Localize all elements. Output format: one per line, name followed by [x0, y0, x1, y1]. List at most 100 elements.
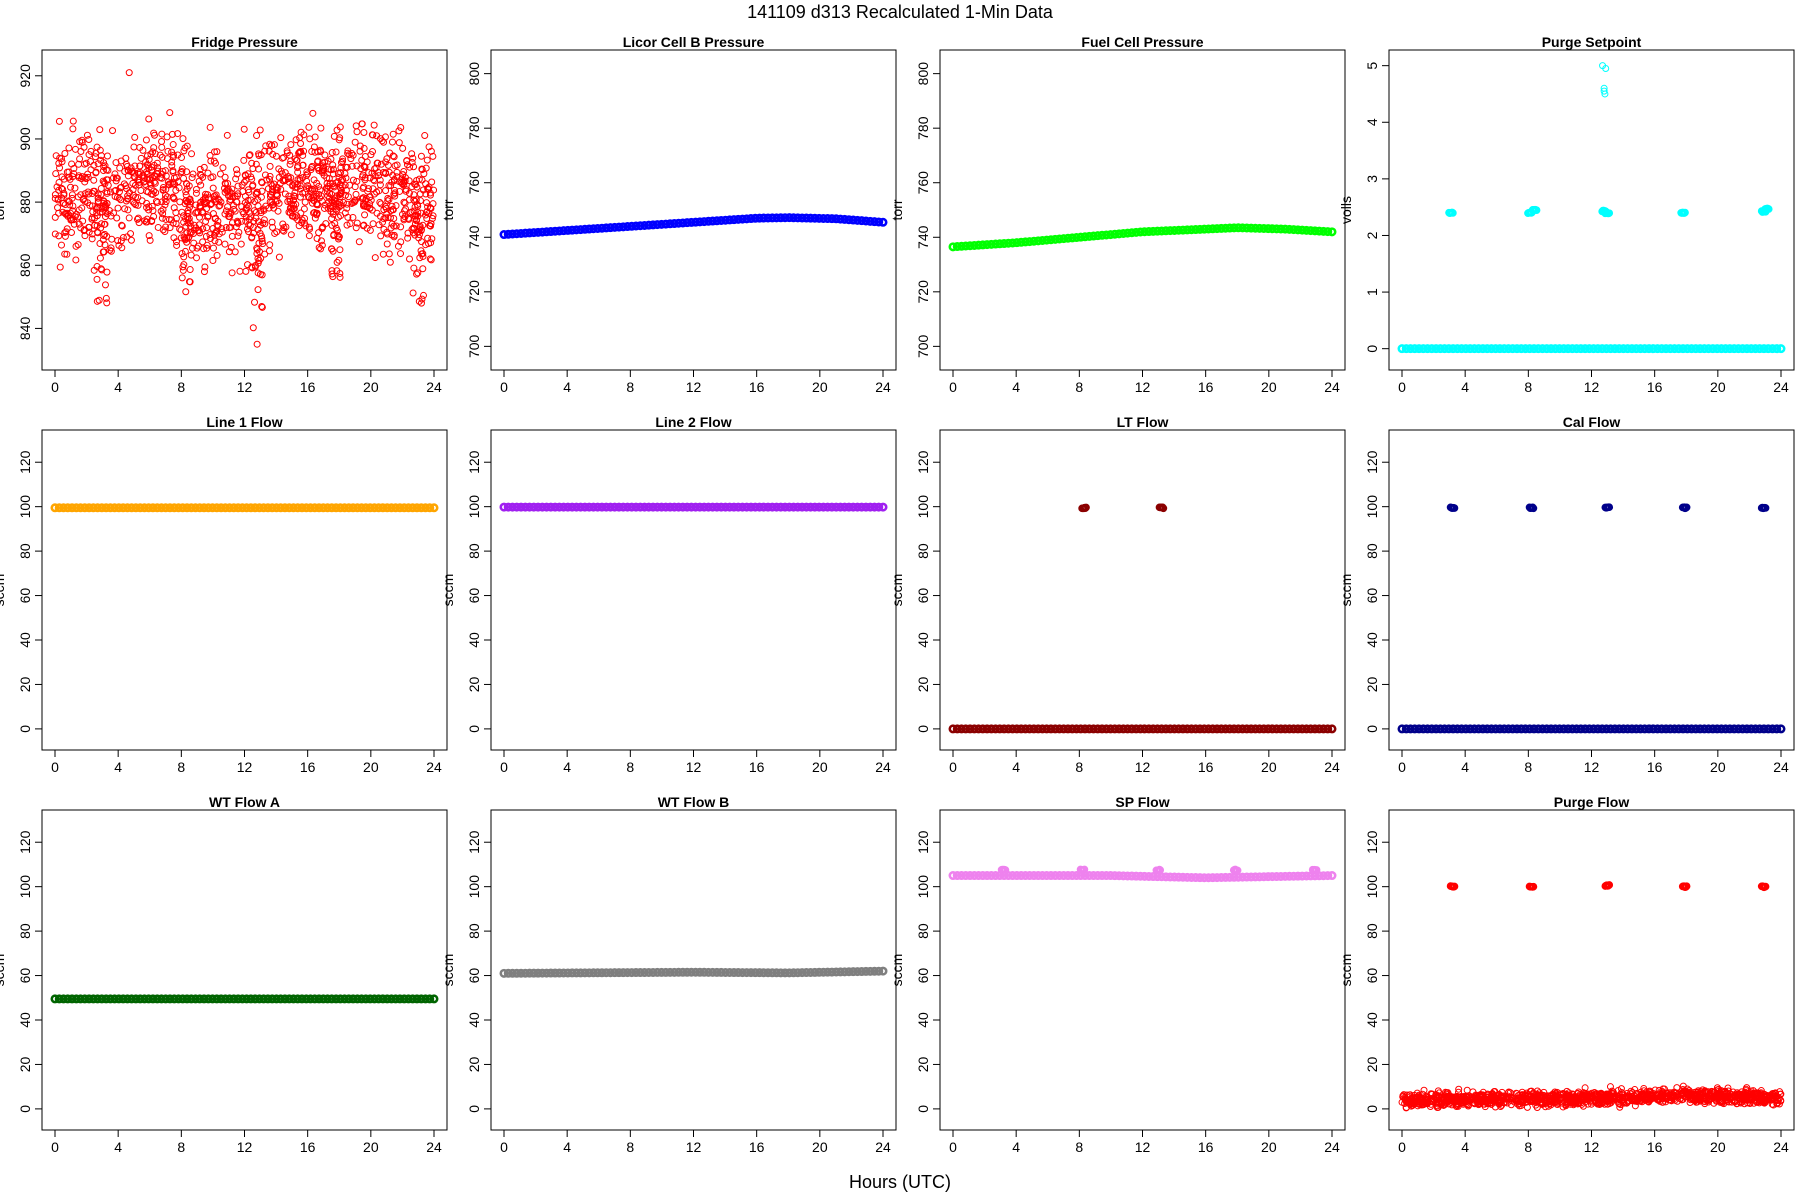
data-point: [1297, 225, 1307, 235]
data-point: [334, 231, 342, 239]
data-point: [320, 204, 328, 212]
data-point: [162, 215, 170, 223]
data-point: [78, 136, 86, 144]
data-point: [1435, 724, 1445, 734]
data-point: [1033, 871, 1043, 881]
data-point: [1742, 344, 1752, 354]
data-point: [118, 503, 128, 513]
data-point: [1050, 724, 1060, 734]
data-point: [127, 994, 137, 1004]
y-tick-label: 60: [915, 588, 931, 604]
data-point: [1461, 344, 1471, 354]
data-point: [344, 503, 354, 513]
data-point: [1482, 724, 1492, 734]
data-point: [835, 214, 845, 224]
data-point: [301, 994, 311, 1004]
data-point: [207, 157, 215, 165]
data-point: [1216, 724, 1226, 734]
y-tick-label: 780: [915, 116, 931, 140]
data-point: [1423, 344, 1433, 354]
data-point: [861, 502, 871, 512]
data-point: [1097, 871, 1107, 881]
data-point: [310, 209, 318, 217]
data-point: [242, 267, 250, 275]
data-point: [286, 195, 294, 203]
data-point: [1772, 344, 1782, 354]
data-point: [84, 173, 92, 181]
data-point: [162, 198, 170, 206]
data-point: [593, 223, 603, 233]
data-point: [403, 503, 413, 513]
data-point: [182, 197, 190, 205]
data-point: [329, 170, 337, 178]
data-point: [1569, 1090, 1577, 1098]
data-point: [533, 227, 543, 237]
data-point: [108, 235, 116, 243]
data-point: [78, 204, 86, 212]
data-point: [188, 174, 196, 182]
data-point: [1495, 344, 1505, 354]
data-point: [1516, 724, 1526, 734]
data-point: [1721, 1088, 1729, 1096]
data-point: [1054, 234, 1064, 244]
data-point: [150, 129, 158, 137]
data-point: [102, 294, 110, 302]
data-point: [176, 198, 184, 206]
data-point: [351, 138, 359, 146]
data-point: [233, 198, 241, 206]
data-point: [293, 994, 303, 1004]
data-point: [280, 224, 288, 232]
data-point: [371, 254, 379, 262]
data-point: [1016, 724, 1026, 734]
data-point: [170, 234, 178, 242]
data-point: [1250, 724, 1260, 734]
x-tick-label: 16: [1198, 379, 1214, 395]
data-point: [1323, 227, 1333, 237]
data-point: [806, 967, 816, 977]
data-point: [116, 164, 124, 172]
data-point: [978, 724, 988, 734]
data-point: [61, 229, 69, 237]
data-point: [1437, 1098, 1445, 1106]
data-point: [584, 224, 594, 234]
data-point: [258, 235, 266, 243]
data-point: [1661, 344, 1671, 354]
data-point: [571, 502, 581, 512]
data-point: [1046, 724, 1056, 734]
data-point: [331, 503, 341, 513]
data-point: [202, 205, 210, 213]
y-tick-label: 80: [915, 543, 931, 559]
data-point: [1114, 871, 1124, 881]
data-point: [213, 148, 221, 156]
data-point: [223, 131, 231, 139]
data-point: [147, 190, 155, 198]
data-point: [100, 248, 108, 256]
data-point: [1208, 724, 1218, 734]
data-point: [408, 150, 416, 158]
y-tick-label: 80: [17, 543, 33, 559]
y-tick-label: 60: [1364, 588, 1380, 604]
data-point: [247, 196, 255, 204]
data-point: [353, 177, 361, 185]
data-point: [550, 226, 560, 236]
data-point: [391, 189, 399, 197]
data-point: [865, 966, 875, 976]
data-point: [180, 174, 188, 182]
data-point: [417, 247, 425, 255]
data-point: [135, 994, 145, 1004]
data-point: [1631, 1102, 1639, 1110]
x-tick-label: 12: [237, 379, 253, 395]
data-point: [1174, 872, 1184, 882]
data-point: [236, 267, 244, 275]
data-point: [296, 176, 304, 184]
data-point: [377, 160, 385, 168]
data-point: [1182, 724, 1192, 734]
data-point: [381, 203, 389, 211]
data-point: [644, 502, 654, 512]
data-point: [593, 502, 603, 512]
